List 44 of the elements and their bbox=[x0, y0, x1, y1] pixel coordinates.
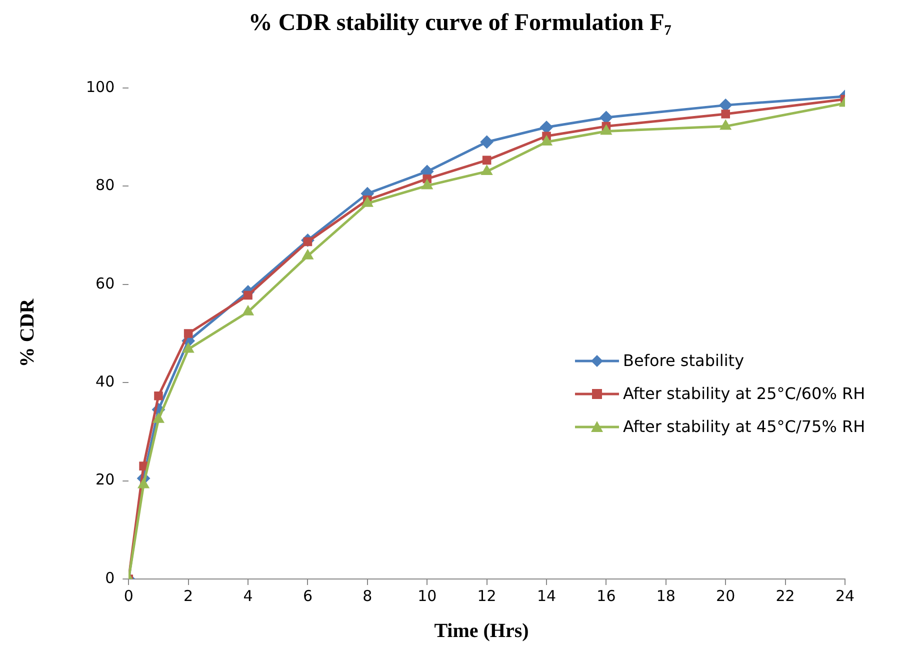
point bbox=[481, 164, 493, 175]
point bbox=[242, 305, 254, 316]
y-tick-label: 60 bbox=[96, 274, 115, 292]
point bbox=[540, 136, 552, 146]
point bbox=[721, 110, 730, 118]
point bbox=[600, 110, 613, 124]
chart-title: % CDR stability curve of Formulation F₇ bbox=[247, 10, 673, 37]
y-axis-title: % CDR bbox=[16, 298, 40, 368]
point bbox=[719, 98, 732, 112]
point bbox=[152, 412, 164, 423]
x-tick-label: 2 bbox=[184, 586, 194, 605]
y-tick-label: 40 bbox=[96, 372, 115, 390]
point bbox=[482, 156, 492, 165]
y-tick-label: 80 bbox=[96, 176, 115, 194]
y-tick-label: 100 bbox=[86, 78, 115, 96]
point bbox=[154, 391, 163, 400]
x-tick-label: 14 bbox=[536, 586, 556, 605]
x-tick-label: 12 bbox=[477, 586, 496, 605]
legend-label: After stability at 25°C/60% RH bbox=[623, 384, 866, 403]
x-tick-label: 24 bbox=[835, 586, 855, 605]
point bbox=[182, 342, 194, 353]
legend-label: After stability at 45°C/75% RH bbox=[623, 417, 866, 436]
point bbox=[138, 478, 150, 488]
x-tick-label: 0 bbox=[124, 586, 134, 605]
x-tick-label: 18 bbox=[656, 586, 676, 605]
x-tick-label: 22 bbox=[776, 586, 795, 605]
legend-label: Before stability bbox=[623, 351, 744, 370]
x-tick-label: 20 bbox=[716, 586, 736, 605]
x-tick-label: 16 bbox=[596, 586, 616, 605]
x-tick-label: 8 bbox=[362, 586, 372, 605]
point bbox=[421, 179, 433, 190]
point bbox=[480, 136, 494, 149]
x-tick-label: 6 bbox=[302, 586, 312, 605]
y-tick-label: 20 bbox=[96, 470, 115, 489]
point bbox=[302, 249, 314, 260]
point bbox=[362, 196, 374, 207]
point bbox=[720, 120, 732, 130]
x-tick-label: 10 bbox=[418, 586, 437, 605]
x-axis-title: Time (Hrs) bbox=[433, 620, 530, 643]
point bbox=[244, 290, 252, 300]
point bbox=[600, 124, 612, 135]
y-tick-label: 0 bbox=[105, 568, 115, 587]
point bbox=[184, 329, 193, 338]
x-tick-label: 4 bbox=[243, 586, 253, 605]
